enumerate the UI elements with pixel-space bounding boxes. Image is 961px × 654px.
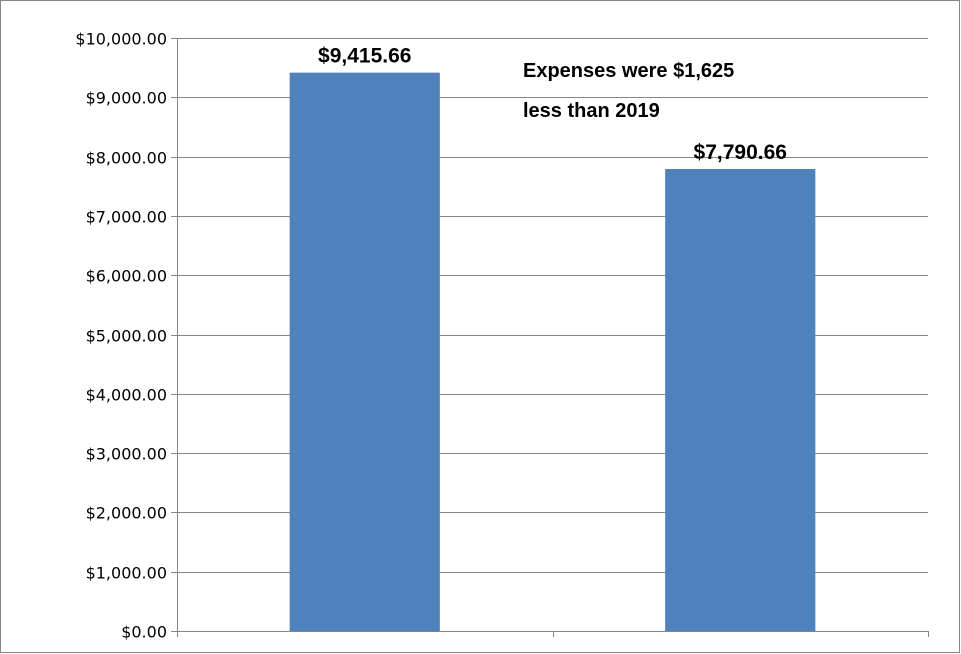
bar-data-label: $7,790.66 [694,141,787,164]
y-tick-label: $10,000.00 [75,30,167,49]
data-labels: $9,415.66 $7,790.66 [318,45,787,164]
annotation-line-2: less than 2019 [523,100,660,122]
y-tick-label: $1,000.00 [86,564,167,583]
y-tick-label: $4,000.00 [86,386,167,405]
y-tick-label: $3,000.00 [86,445,167,464]
y-tick-label: $2,000.00 [86,504,167,523]
axes [171,38,929,637]
bars [289,72,816,631]
annotation-line-1: Expenses were $1,625 [523,60,734,82]
bar-data-label: $9,415.66 [318,45,411,68]
y-tick-label: $8,000.00 [86,149,167,168]
y-tick-label: $7,000.00 [86,208,167,227]
y-tick-label: $0.00 [121,623,167,642]
y-tick-label: $5,000.00 [86,327,167,346]
bar [289,72,440,631]
y-axis-tick-labels: $0.00 $1,000.00 $2,000.00 $3,000.00 $4,000.0… [75,30,167,642]
y-tick-label: $9,000.00 [86,89,167,108]
bar [665,169,816,631]
y-tick-label: $6,000.00 [86,267,167,286]
